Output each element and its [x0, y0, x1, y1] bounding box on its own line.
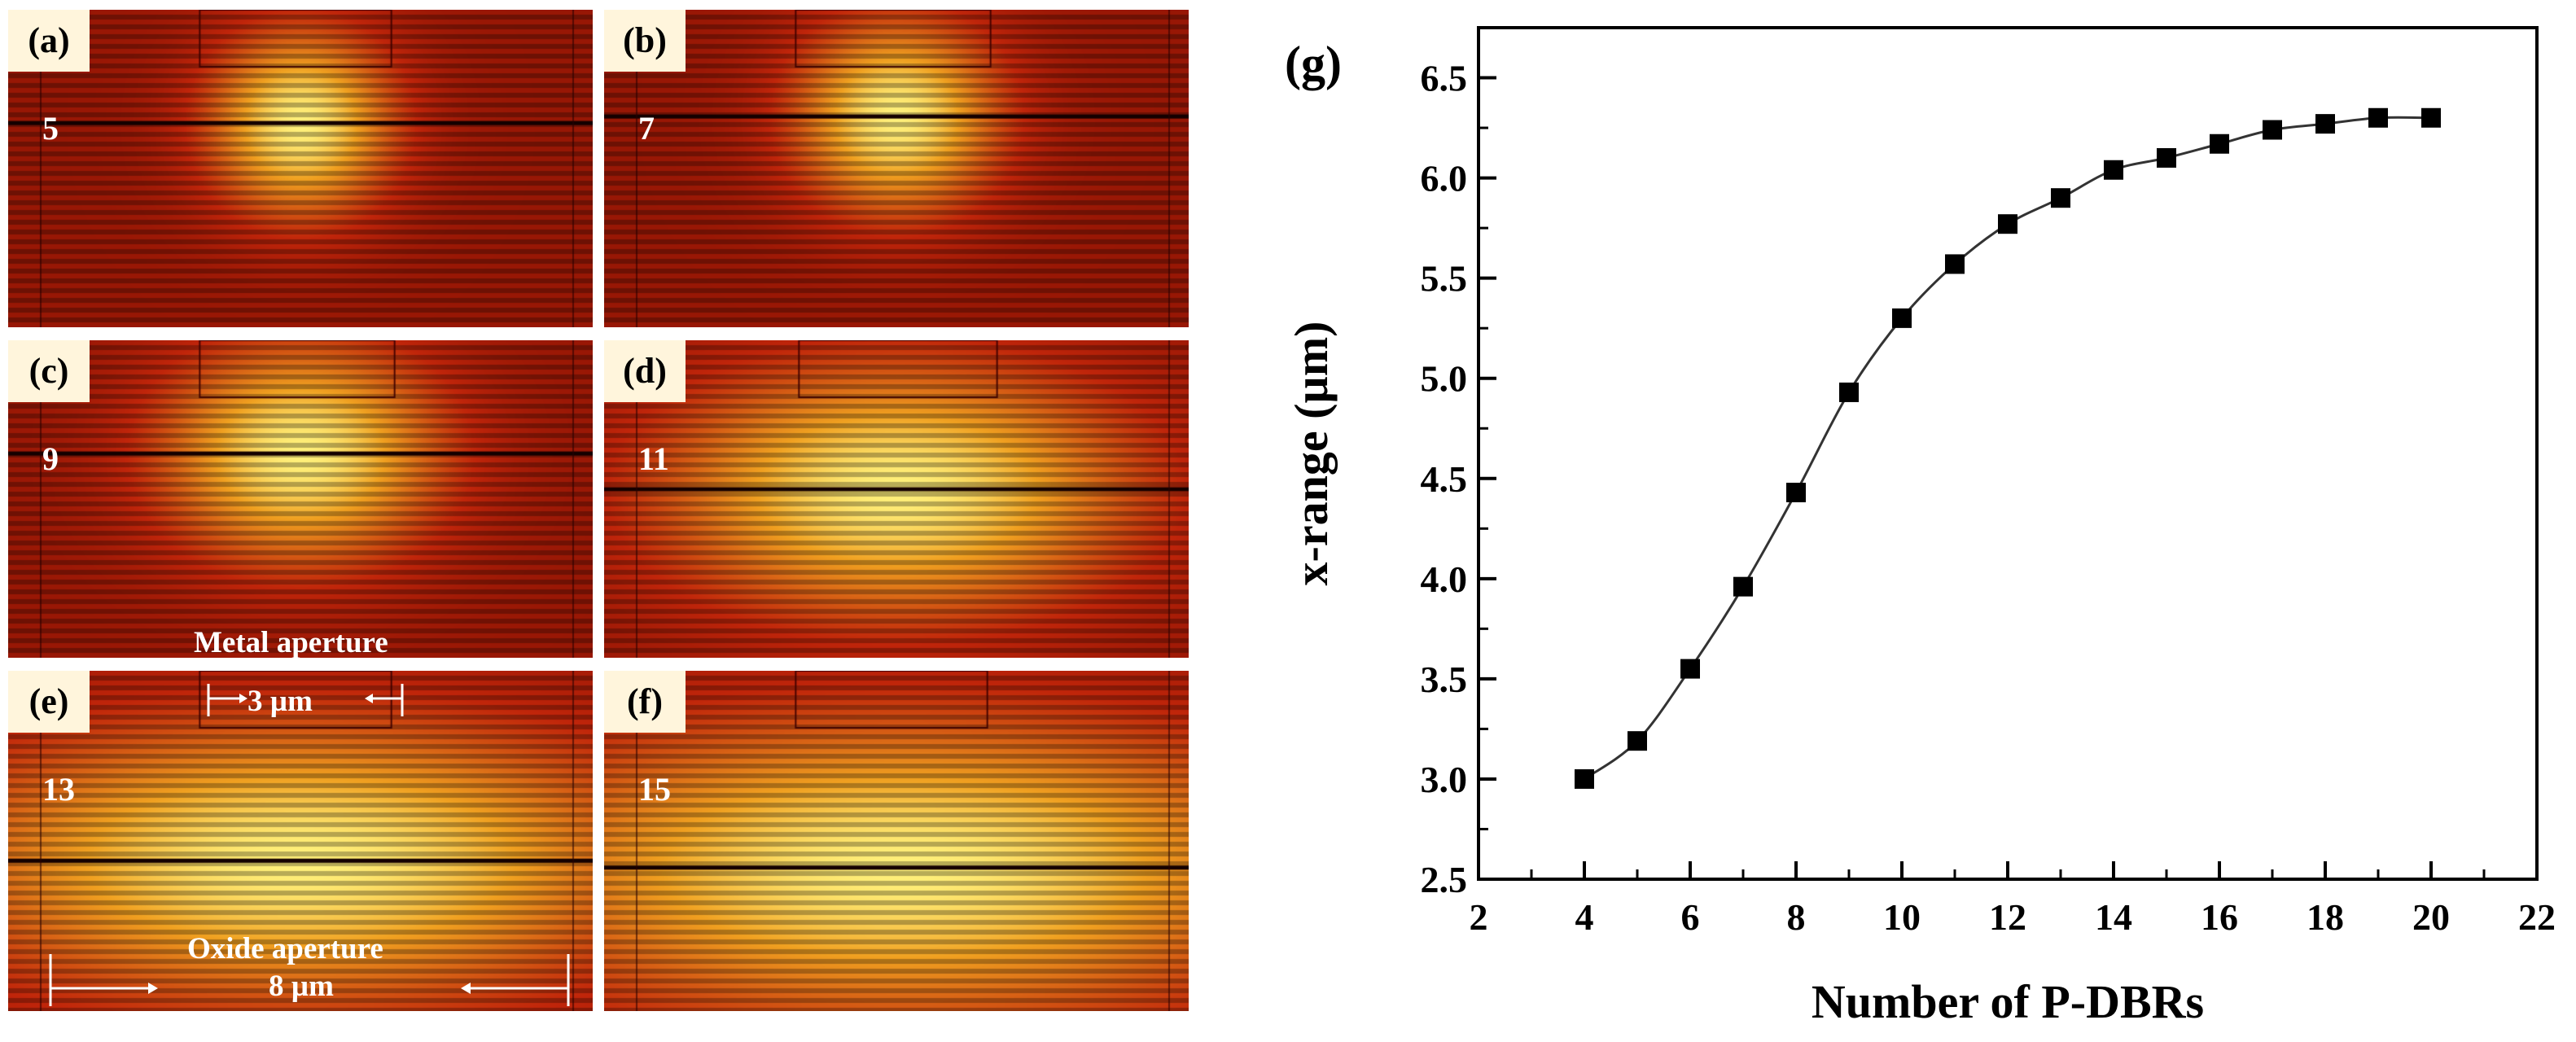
x-axis-label: Number of P-DBRs: [1812, 975, 2204, 1028]
x-tick-label: 4: [1575, 896, 1594, 938]
x-tick-label: 20: [2412, 896, 2450, 938]
x-tick-label: 18: [2307, 896, 2344, 938]
y-tick-label: 3.5: [1421, 659, 1468, 700]
field-map-a: [8, 10, 593, 327]
data-point-marker: [2104, 160, 2123, 180]
y-tick-label: 4.0: [1421, 558, 1468, 600]
data-point-marker: [1998, 214, 2017, 234]
x-range-chart: 2 4 6 8 10 12 14 16 18 20 22 2.5 3.0 3.5 4.0 4.5 5.0 5.5…: [1270, 0, 2576, 1042]
y-axis-label: x-range (µm): [1285, 322, 1338, 586]
field-map-b: [604, 10, 1189, 327]
y-tick-label: 4.5: [1421, 458, 1468, 500]
x-tick-label: 22: [2518, 896, 2556, 938]
plot-frame: [1477, 26, 2539, 881]
oxide-aperture-arrows: [49, 954, 570, 1006]
panel-c: (c) 9: [8, 340, 593, 658]
data-point-marker: [2368, 107, 2388, 128]
data-point-marker: [2051, 188, 2070, 208]
data-point-marker: [1628, 731, 1647, 751]
data-point-marker: [1945, 254, 1965, 274]
field-map-e: [8, 671, 593, 1011]
data-point-marker: [2263, 120, 2282, 140]
field-map-f: [604, 671, 1189, 1011]
field-map-c: [8, 340, 593, 658]
chart-svg: 2 4 6 8 10 12 14 16 18 20 22 2.5 3.0 3.5 4.0 4.5 5.0 5.5…: [1285, 26, 2556, 1028]
panel-b: (b) 7: [604, 10, 1189, 327]
y-tick-label: 3.0: [1421, 759, 1468, 800]
data-point-marker: [1786, 482, 1806, 502]
x-tick-label: 16: [2201, 896, 2238, 938]
x-tick-label: 2: [1470, 896, 1488, 938]
data-point-marker: [2315, 114, 2335, 134]
y-ticks: 2.5 3.0 3.5 4.0 4.5 5.0 5.5 6.0 6.5: [1421, 58, 1496, 900]
oxide-aperture-label: Oxide aperture: [187, 932, 383, 965]
data-point-marker: [2157, 147, 2176, 168]
x-tick-label: 14: [2095, 896, 2132, 938]
y-tick-label: 5.0: [1421, 358, 1468, 400]
x-tick-label: 10: [1883, 896, 1921, 938]
panel-f: (f) 15: [604, 671, 1189, 1011]
x-tick-label: 12: [1989, 896, 2026, 938]
data-point-marker: [1733, 576, 1753, 597]
dbr-count-a: 5: [42, 110, 59, 147]
y-tick-label: 6.5: [1421, 58, 1468, 99]
y-tick-label: 6.0: [1421, 158, 1468, 199]
oxide-aperture-size: 8 µm: [269, 970, 334, 1003]
x-tick-label: 6: [1681, 896, 1700, 938]
panel-d: (d) 11: [604, 340, 1189, 658]
dbr-count-f: 15: [638, 771, 671, 808]
data-point-marker: [1575, 768, 1594, 789]
metal-aperture-arrows: [207, 684, 404, 716]
metal-aperture-size: 3 µm: [248, 685, 313, 718]
panel-letter-b: (b): [604, 10, 686, 72]
series-markers: [1575, 107, 2441, 789]
dbr-count-c: 9: [42, 440, 59, 477]
data-point-marker: [2210, 134, 2229, 154]
panel-letter-e: (e): [8, 671, 90, 733]
panel-letter-a: (a): [8, 10, 90, 72]
panel-letter-d: (d): [604, 340, 686, 402]
y-tick-label: 5.5: [1421, 258, 1468, 300]
x-tick-label: 8: [1787, 896, 1806, 938]
field-panels: (a) 5 (b) 7 (c) 9 (d) 11 (e) 13 (f) 15 M…: [0, 0, 1197, 1042]
y-tick-label: 2.5: [1421, 859, 1468, 900]
dbr-count-b: 7: [638, 110, 655, 147]
panel-e: (e) 13: [8, 671, 593, 1011]
chart-panel-label: (g): [1285, 37, 1342, 90]
dbr-count-d: 11: [638, 440, 669, 477]
panel-letter-f: (f): [604, 671, 686, 733]
data-point-marker: [1839, 382, 1859, 402]
metal-aperture-label: Metal aperture: [194, 626, 388, 659]
field-map-d: [604, 340, 1189, 658]
dbr-count-e: 13: [42, 771, 75, 808]
data-point-marker: [1892, 308, 1912, 328]
x-ticks: 2 4 6 8 10 12 14 16 18 20 22: [1470, 861, 2556, 938]
data-point-marker: [2421, 107, 2441, 128]
panel-a: (a) 5: [8, 10, 593, 327]
data-point-marker: [1680, 659, 1700, 679]
panel-letter-c: (c): [8, 340, 90, 402]
